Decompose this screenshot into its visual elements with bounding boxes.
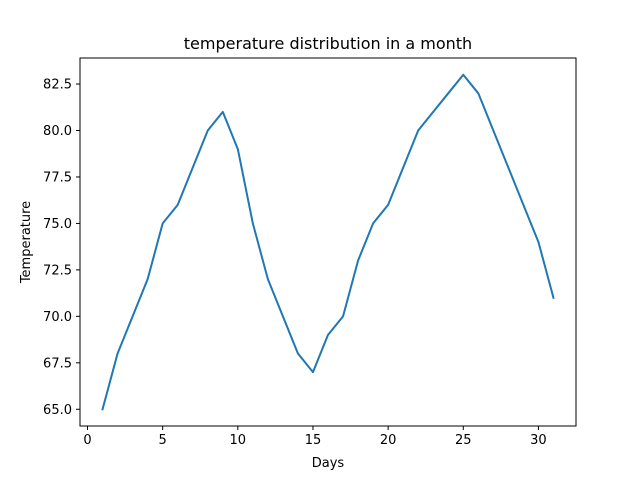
y-tick-label-5: 77.5: [43, 170, 72, 185]
x-axis-label: Days: [312, 456, 345, 471]
y-tick-label-0: 65.0: [43, 403, 72, 418]
x-tick-label-1: 5: [159, 433, 167, 448]
x-tick-label-3: 15: [305, 433, 322, 448]
axes-frame: [79, 57, 577, 427]
series-line-0: [101, 73, 555, 411]
y-tick-label-6: 80.0: [43, 124, 72, 139]
plot-area: 0 5 10 15 20 25 30 65.0 67.5 70.0 72.5 75.0 77.5 80.0…: [43, 57, 577, 448]
y-tick-label-7: 82.5: [43, 78, 72, 93]
x-tick-label-2: 10: [230, 433, 247, 448]
x-tick-label-0: 0: [83, 433, 91, 448]
x-tick-label-4: 20: [380, 433, 397, 448]
y-tick-label-3: 72.5: [43, 263, 72, 278]
y-tick-label-2: 70.0: [43, 310, 72, 325]
y-tick-label-4: 75.0: [43, 217, 72, 232]
x-tick-label-5: 25: [455, 433, 472, 448]
chart-title: temperature distribution in a month: [184, 34, 472, 53]
x-tick-label-6: 30: [530, 433, 547, 448]
y-tick-label-1: 67.5: [43, 356, 72, 371]
y-axis-label: Temperature: [19, 201, 34, 284]
